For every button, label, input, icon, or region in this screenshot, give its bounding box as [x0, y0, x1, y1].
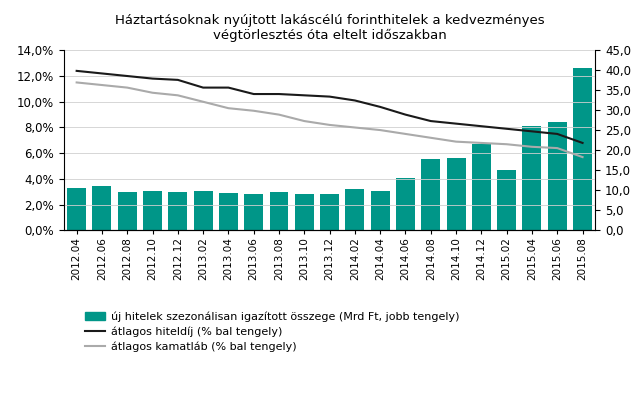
Bar	[371, 191, 390, 230]
Bar	[421, 159, 440, 230]
Bar	[219, 193, 238, 230]
Bar	[573, 68, 592, 230]
Bar	[497, 171, 516, 230]
Bar	[168, 192, 188, 230]
Bar	[269, 192, 289, 230]
Bar	[548, 122, 567, 230]
Bar	[447, 158, 465, 230]
Bar	[522, 127, 541, 230]
Bar	[143, 191, 162, 230]
Legend: új hitelek szezonálisan igazított összege (Mrd Ft, jobb tengely), átlagos hiteld: új hitelek szezonálisan igazított összeg…	[86, 312, 460, 352]
Bar	[396, 178, 415, 230]
Bar	[346, 189, 364, 230]
Bar	[320, 194, 339, 230]
Bar	[295, 194, 314, 230]
Title: Háztartásoknak nyújtott lakáscélú forinthitelek a kedvezményes
végtörlesztés óta: Háztartásoknak nyújtott lakáscélú forint…	[115, 14, 545, 42]
Bar	[244, 194, 263, 230]
Bar	[118, 191, 137, 230]
Bar	[67, 189, 86, 230]
Bar	[194, 191, 212, 230]
Bar	[472, 144, 491, 230]
Bar	[92, 186, 111, 230]
